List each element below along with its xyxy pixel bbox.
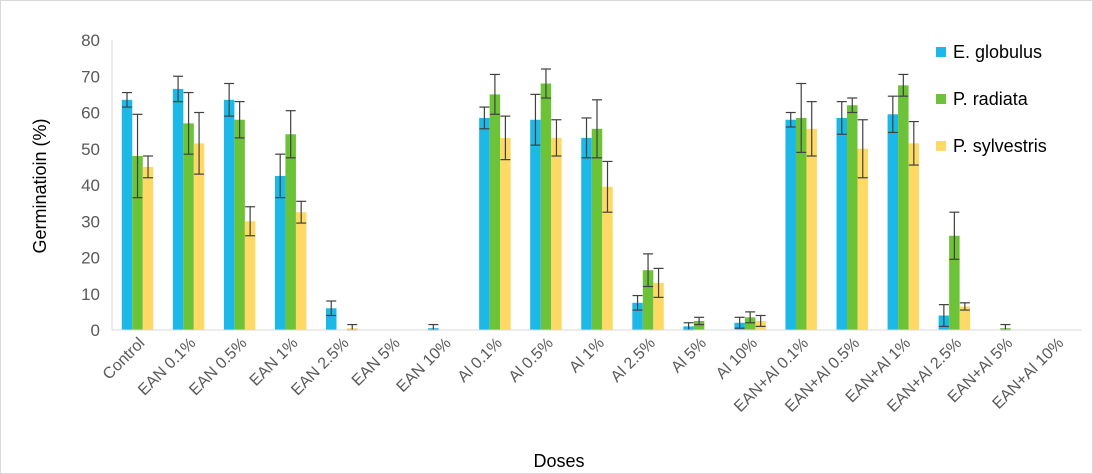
y-tick-label: 0 bbox=[91, 321, 100, 340]
bar bbox=[908, 143, 920, 330]
y-axis-ticks: 0 10 20 30 40 50 60 70 80 bbox=[81, 31, 100, 340]
bar bbox=[530, 119, 541, 330]
bar bbox=[234, 119, 245, 330]
y-tick-label: 40 bbox=[81, 176, 100, 195]
legend-swatch bbox=[936, 94, 946, 104]
bar bbox=[295, 212, 307, 330]
y-tick-label: 10 bbox=[81, 285, 100, 304]
bar bbox=[591, 128, 603, 330]
x-tick-label: EAN 10% bbox=[394, 335, 455, 396]
bar bbox=[806, 128, 817, 330]
legend: E. globulus P. radiata P. sylvestris bbox=[936, 42, 1047, 156]
error-bars bbox=[122, 68, 1011, 331]
bar bbox=[693, 320, 705, 330]
y-axis-title: Germinatioin (%) bbox=[30, 118, 50, 253]
legend-swatch bbox=[936, 141, 946, 151]
bar bbox=[500, 137, 511, 330]
x-tick-label: Al 5% bbox=[668, 335, 710, 377]
bar bbox=[132, 156, 143, 330]
bar bbox=[653, 282, 664, 330]
bar bbox=[183, 123, 194, 330]
bar bbox=[795, 117, 807, 330]
bar bbox=[898, 85, 909, 330]
x-tick-label: Al 0.1% bbox=[455, 335, 506, 386]
x-tick-label: Control bbox=[100, 335, 148, 383]
bar bbox=[489, 94, 501, 330]
bar bbox=[949, 235, 960, 330]
bar bbox=[142, 166, 154, 330]
legend-label: P. radiata bbox=[953, 89, 1029, 109]
x-tick-label: Al 1% bbox=[566, 335, 608, 377]
bar bbox=[581, 137, 592, 330]
x-tick-label: Al 10% bbox=[713, 335, 761, 383]
bar bbox=[847, 105, 858, 330]
y-tick-label: 70 bbox=[81, 67, 100, 86]
bar bbox=[959, 306, 971, 330]
bar bbox=[602, 186, 613, 330]
y-tick-label: 20 bbox=[81, 249, 100, 268]
bars bbox=[121, 83, 1011, 330]
x-tick-label: Al 0.5% bbox=[506, 335, 557, 386]
y-tick-label: 50 bbox=[81, 140, 100, 159]
y-tick-label: 60 bbox=[81, 104, 100, 123]
legend-label: E. globulus bbox=[953, 42, 1042, 62]
y-tick-label: 80 bbox=[81, 31, 100, 50]
bar bbox=[887, 114, 899, 330]
bar bbox=[172, 88, 184, 330]
bar bbox=[244, 221, 256, 330]
bar bbox=[193, 143, 205, 330]
bar bbox=[121, 99, 133, 330]
bar bbox=[632, 302, 643, 330]
bar bbox=[551, 137, 562, 330]
y-tick-label: 30 bbox=[81, 212, 100, 231]
bar bbox=[274, 175, 286, 330]
bar bbox=[744, 317, 756, 330]
bar bbox=[325, 308, 337, 330]
legend-swatch bbox=[936, 47, 946, 57]
bar bbox=[642, 270, 654, 330]
bar bbox=[785, 119, 796, 330]
bar bbox=[836, 117, 848, 330]
legend-label: P. sylvestris bbox=[953, 136, 1047, 156]
bar bbox=[857, 148, 869, 330]
x-tick-label: Al 2.5% bbox=[608, 335, 659, 386]
bar bbox=[540, 83, 552, 330]
bar bbox=[285, 134, 296, 330]
bar bbox=[479, 117, 490, 330]
bar bbox=[223, 99, 235, 330]
x-axis-title: Doses bbox=[533, 451, 584, 471]
